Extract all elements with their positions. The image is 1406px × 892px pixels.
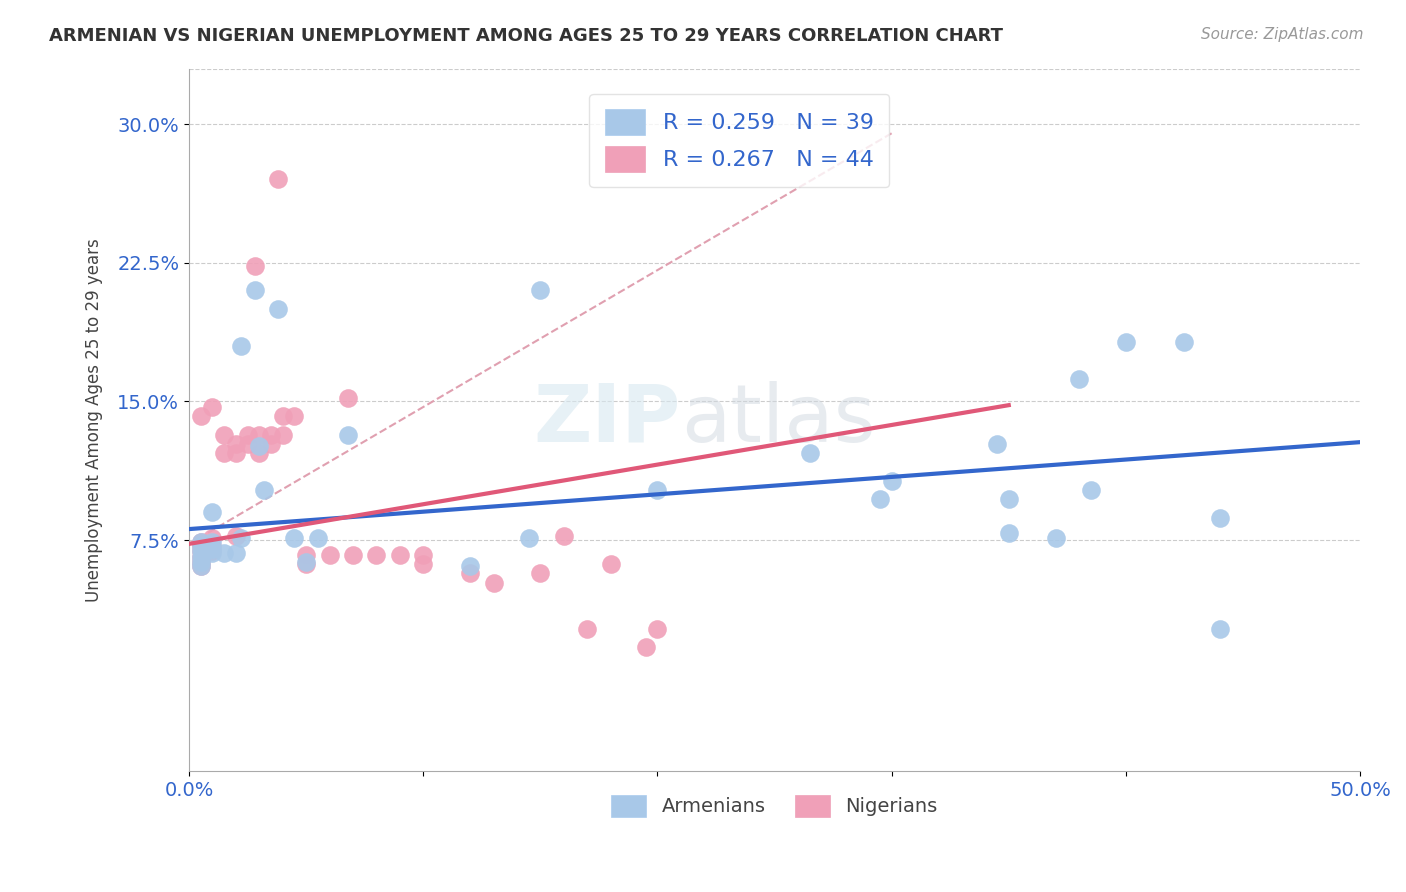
Point [190, 559, 212, 574]
Point [243, 260, 266, 274]
Point [388, 548, 411, 562]
Point [599, 558, 621, 572]
Point [267, 172, 290, 186]
Text: ARMENIAN VS NIGERIAN UNEMPLOYMENT AMONG AGES 25 TO 29 YEARS CORRELATION CHART: ARMENIAN VS NIGERIAN UNEMPLOYMENT AMONG … [49, 27, 1004, 45]
Point [307, 532, 329, 546]
Point [267, 301, 290, 316]
Text: atlas: atlas [681, 381, 876, 459]
Point [517, 532, 540, 546]
Point [647, 622, 669, 636]
Point [634, 640, 657, 655]
Point [529, 566, 551, 581]
Point [190, 535, 212, 549]
Point [260, 437, 283, 451]
Point [458, 566, 481, 581]
Point [1045, 532, 1067, 546]
Point [190, 549, 212, 564]
Point [482, 575, 505, 590]
Point [318, 548, 340, 562]
Point [1067, 372, 1090, 386]
Point [1080, 483, 1102, 498]
Legend: Armenians, Nigerians: Armenians, Nigerians [603, 787, 946, 825]
Point [201, 539, 224, 553]
Point [247, 446, 270, 460]
Text: Source: ZipAtlas.com: Source: ZipAtlas.com [1201, 27, 1364, 42]
Y-axis label: Unemployment Among Ages 25 to 29 years: Unemployment Among Ages 25 to 29 years [86, 238, 103, 602]
Point [576, 622, 599, 636]
Point [337, 427, 360, 442]
Point [271, 427, 294, 442]
Point [190, 559, 212, 574]
Point [225, 446, 247, 460]
Point [283, 409, 305, 424]
Point [458, 559, 481, 574]
Point [647, 483, 669, 498]
Point [260, 427, 283, 442]
Point [225, 546, 247, 560]
Point [190, 549, 212, 564]
Point [253, 483, 276, 498]
Point [247, 439, 270, 453]
Point [986, 437, 1008, 451]
Point [190, 555, 212, 569]
Point [529, 284, 551, 298]
Point [212, 546, 235, 560]
Point [869, 492, 891, 507]
Point [212, 427, 235, 442]
Point [295, 555, 318, 569]
Point [190, 544, 212, 558]
Point [201, 400, 224, 414]
Point [553, 529, 575, 543]
Point [201, 542, 224, 557]
Point [201, 505, 224, 519]
Point [283, 532, 305, 546]
Point [225, 529, 247, 543]
Point [201, 546, 224, 560]
Point [1173, 335, 1195, 350]
Point [212, 446, 235, 460]
Point [236, 437, 259, 451]
Point [342, 548, 364, 562]
Point [997, 492, 1019, 507]
Point [201, 535, 224, 549]
Point [190, 409, 212, 424]
Point [295, 558, 318, 572]
Point [229, 339, 252, 353]
Point [412, 558, 434, 572]
Point [229, 532, 252, 546]
Point [190, 539, 212, 553]
Text: ZIP: ZIP [534, 381, 681, 459]
Point [225, 437, 247, 451]
Point [201, 544, 224, 558]
Point [997, 525, 1019, 540]
Point [412, 548, 434, 562]
Point [190, 555, 212, 569]
Point [243, 284, 266, 298]
Point [247, 427, 270, 442]
Point [190, 535, 212, 549]
Point [1115, 335, 1137, 350]
Point [1208, 622, 1230, 636]
Point [190, 539, 212, 553]
Point [190, 544, 212, 558]
Point [1208, 511, 1230, 525]
Point [799, 446, 821, 460]
Point [295, 548, 318, 562]
Point [236, 427, 259, 442]
Point [880, 474, 903, 488]
Point [366, 548, 388, 562]
Point [271, 409, 294, 424]
Point [337, 391, 360, 405]
Point [201, 532, 224, 546]
